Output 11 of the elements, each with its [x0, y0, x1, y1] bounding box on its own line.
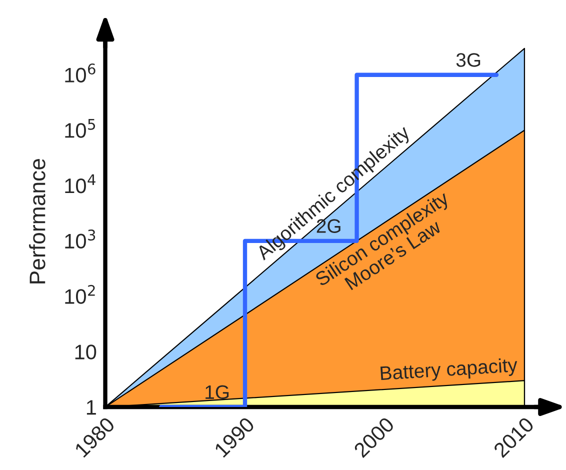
- y-tick-label: 10$^{2}$: [65, 284, 95, 304]
- annotation: 1G: [206, 385, 229, 400]
- y-tick-label: 10$^{3}$: [65, 230, 96, 249]
- annotation: 3G: [456, 53, 480, 67]
- y-tick-label: 10$^{4}$: [65, 174, 96, 194]
- y-tick-label: 1: [86, 400, 96, 415]
- y-axis-title: Performance: [29, 158, 46, 284]
- y-tick-label: 10$^{5}$: [65, 119, 95, 138]
- y-tick-label: 10: [75, 344, 96, 360]
- y-tick-label: 10$^{6}$: [65, 63, 96, 82]
- series-label: Battery capacity: [380, 357, 518, 384]
